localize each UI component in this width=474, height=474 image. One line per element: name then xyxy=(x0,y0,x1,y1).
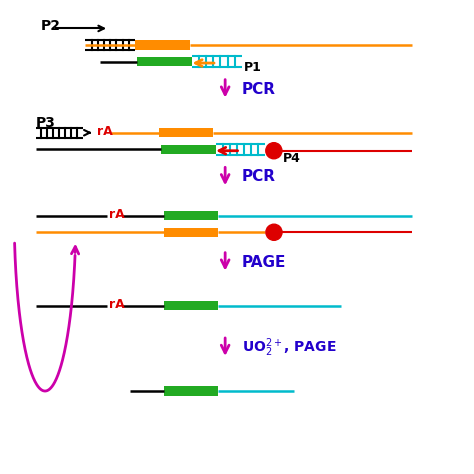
Circle shape xyxy=(266,143,282,159)
Bar xyxy=(161,145,216,154)
Bar xyxy=(164,301,218,310)
Bar xyxy=(164,386,218,396)
Text: P1: P1 xyxy=(244,61,262,74)
Bar xyxy=(164,228,218,237)
Text: P4: P4 xyxy=(283,152,301,165)
Text: PCR: PCR xyxy=(242,169,276,184)
Text: PAGE: PAGE xyxy=(242,255,286,270)
Bar xyxy=(159,128,213,137)
Circle shape xyxy=(266,224,282,240)
Bar xyxy=(137,57,192,66)
Bar xyxy=(135,40,190,50)
Text: P2: P2 xyxy=(40,19,60,33)
Text: PCR: PCR xyxy=(242,82,276,97)
Text: rA: rA xyxy=(109,208,125,221)
Text: UO$_2^{2+}$, PAGE: UO$_2^{2+}$, PAGE xyxy=(242,336,336,359)
Text: rA: rA xyxy=(97,125,113,138)
Text: rA: rA xyxy=(109,298,125,311)
Text: P3: P3 xyxy=(36,116,55,130)
Bar xyxy=(164,211,218,220)
